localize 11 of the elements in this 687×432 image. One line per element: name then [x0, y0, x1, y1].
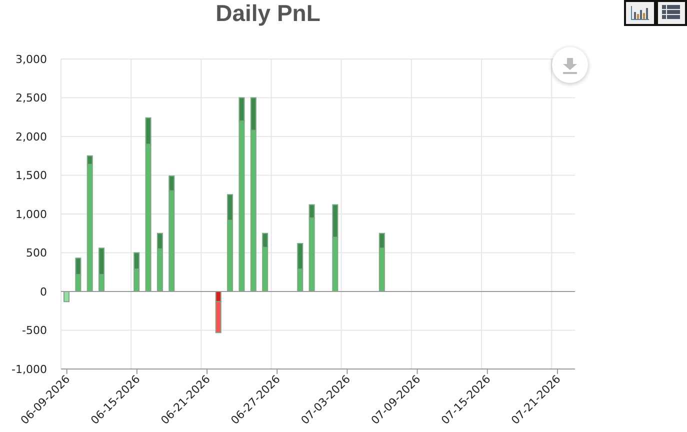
y-tick-label: -1,000	[12, 362, 47, 376]
y-tick-label: 2,000	[16, 130, 47, 144]
y-tick-label: 500	[26, 246, 47, 260]
bar	[64, 291, 70, 302]
y-tick-label: 0	[40, 285, 47, 298]
chart-title: Daily PnL	[214, 0, 322, 26]
y-tick-label: 3,000	[16, 52, 47, 66]
y-tick-label: -500	[22, 324, 47, 338]
y-tick-label: 1,500	[16, 169, 47, 182]
y-tick-label: 1,000	[16, 208, 47, 221]
y-tick-label: 2,500	[16, 92, 47, 105]
